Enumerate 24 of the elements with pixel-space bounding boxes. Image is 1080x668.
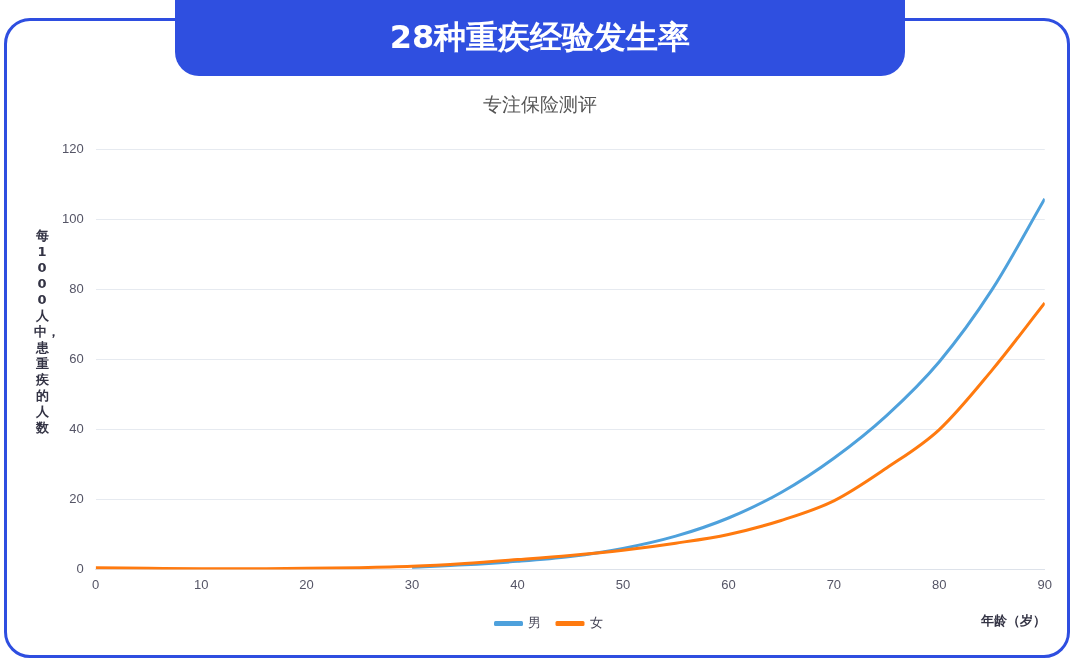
x-tick-label: 90: [1037, 576, 1052, 592]
line-series: [95, 301, 1045, 570]
x-tick-label: 10: [193, 576, 209, 592]
y-tick-label: 0: [76, 560, 84, 576]
legend-label: 男: [528, 614, 541, 630]
x-tick-label: 50: [615, 576, 631, 592]
x-tick-label: 40: [510, 576, 525, 592]
chart-title: 28种重疾经验发生率: [175, 0, 905, 76]
legend-label: 女: [589, 614, 603, 630]
x-tick-label: 80: [932, 576, 947, 592]
x-axis-title: 年龄（岁）: [981, 612, 1046, 630]
y-tick-label: 60: [69, 351, 84, 367]
y-tick-label: 120: [61, 141, 84, 157]
chart-subtitle: 专注保险测评: [482, 92, 598, 117]
y-tick-label: 40: [69, 421, 84, 437]
text: 每1000人中，患重疾的人数: [34, 228, 60, 435]
x-tick-label: 0: [92, 576, 100, 592]
y-tick-label: 80: [69, 281, 84, 297]
x-tick-label: 70: [826, 576, 842, 592]
y-tick-label: 20: [69, 491, 84, 507]
x-tick-label: 20: [299, 576, 314, 592]
x-tick-label: 30: [404, 576, 420, 592]
x-tick-label: 60: [721, 576, 736, 592]
y-tick-label: 100: [61, 211, 84, 227]
